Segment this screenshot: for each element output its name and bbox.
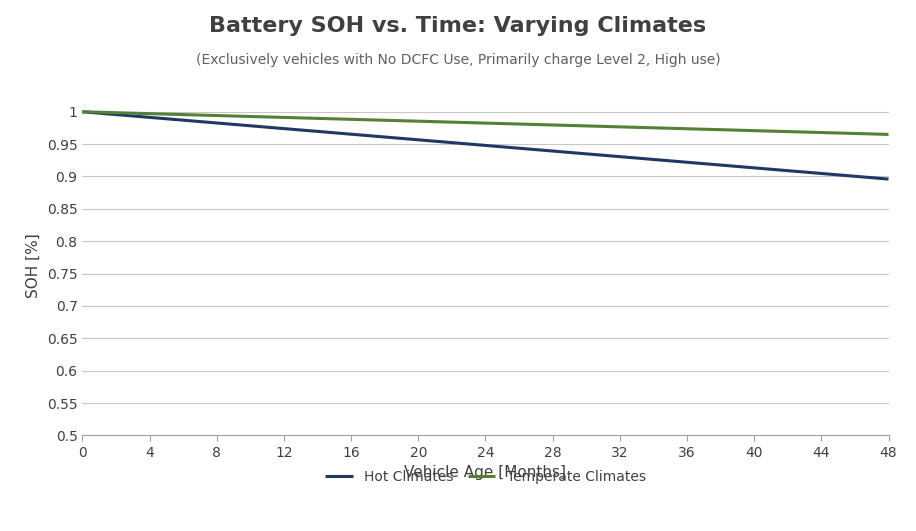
X-axis label: Vehicle Age [Months]: Vehicle Age [Months] (405, 465, 566, 481)
Legend: Hot Climates, Temperate Climates: Hot Climates, Temperate Climates (320, 465, 651, 490)
Text: Battery SOH vs. Time: Varying Climates: Battery SOH vs. Time: Varying Climates (210, 16, 706, 36)
Text: (Exclusively vehicles with No DCFC Use, Primarily charge Level 2, High use): (Exclusively vehicles with No DCFC Use, … (196, 53, 720, 67)
Y-axis label: SOH [%]: SOH [%] (27, 233, 41, 298)
